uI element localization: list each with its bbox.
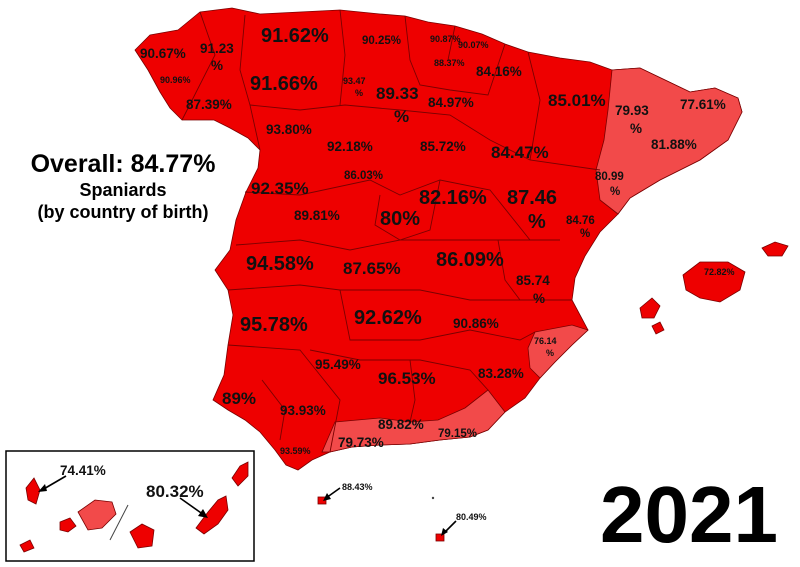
mallorca-island: [682, 261, 746, 303]
label-valencia-number: 85.74: [516, 273, 550, 288]
label-lleida-percent: %: [630, 121, 642, 136]
label-alicante-number: 76.14: [534, 336, 557, 346]
label-huesca: 85.01%: [548, 91, 606, 110]
label-alicante-percent: %: [546, 348, 554, 358]
label-gipuzkoa: 90.07%: [458, 40, 489, 50]
label-baleares: 72.82%: [704, 267, 735, 277]
label-castellon-number: 84.76: [566, 215, 595, 227]
melilla-marker: [435, 533, 445, 542]
label-melilla: 80.49%: [456, 512, 487, 522]
menorca-island: [761, 241, 789, 257]
label-salamanca: 92.35%: [251, 179, 309, 198]
label-la-rioja: 84.97%: [428, 95, 474, 110]
label-madrid: 80%: [380, 208, 420, 230]
label-girona: 77.61%: [680, 97, 726, 112]
ibiza-island: [639, 297, 661, 319]
lanzarote-island: [231, 461, 249, 487]
label-murcia: 83.28%: [478, 366, 524, 381]
subtitle-spaniards: Spaniards: [79, 180, 167, 200]
canary-divider: [109, 504, 129, 541]
arrowhead-santa-cruz: [38, 484, 47, 492]
label-valencia-percent: %: [533, 291, 545, 306]
label-cordoba: 95.49%: [315, 357, 361, 372]
formentera-island: [651, 321, 665, 335]
label-toledo: 87.65%: [343, 259, 401, 278]
label-teruel-percent: %: [528, 211, 546, 233]
year-label: 2021: [600, 470, 778, 559]
label-lugo-number: 91.23: [200, 41, 234, 56]
label-jaen: 96.53%: [378, 369, 436, 388]
label-albacete: 90.86%: [453, 316, 499, 331]
label-zamora: 93.80%: [266, 122, 312, 137]
label-valladolid: 92.18%: [327, 139, 373, 154]
label-a-coruna: 90.67%: [140, 46, 186, 61]
label-sevilla: 93.93%: [280, 403, 326, 418]
label-zaragoza: 84.47%: [491, 143, 549, 162]
label-lugo-percent: %: [211, 58, 223, 73]
overall-percentage: Overall: 84.77%: [30, 150, 216, 178]
fuerteventura-island: [195, 495, 229, 535]
arrowhead-las-palmas: [198, 509, 208, 518]
label-pontevedra: 90.96%: [160, 75, 191, 85]
label-cuenca: 86.09%: [436, 249, 504, 271]
label-cadiz: 93.59%: [280, 446, 311, 456]
tenerife-island: [77, 499, 117, 531]
gran-canaria-island: [129, 523, 155, 549]
map-heading: Overall: 84.77% Spaniards (by country of…: [4, 149, 242, 223]
label-santa-cruz: 74.41%: [60, 463, 106, 478]
label-soria: 85.72%: [420, 139, 466, 154]
label-almeria: 79.15%: [438, 428, 477, 440]
label-burgos-percent: %: [394, 107, 409, 126]
label-avila: 89.81%: [294, 208, 340, 223]
label-tarragona-percent: %: [610, 186, 620, 198]
label-guadalajara: 82.16%: [419, 187, 487, 209]
catalonia-region: [595, 67, 743, 215]
label-las-palmas: 80.32%: [146, 482, 204, 501]
arrowheads: [38, 484, 448, 536]
subtitle-by-country: (by country of birth): [37, 202, 209, 222]
province-borders: [181, 9, 601, 453]
label-lleida-number: 79.93: [615, 103, 649, 118]
ceuta-marker: [317, 496, 327, 505]
la-palma-island: [25, 477, 41, 505]
label-asturias: 91.62%: [261, 25, 329, 47]
label-teruel-number: 87.46: [507, 187, 557, 209]
label-palencia-number: 93.47: [343, 76, 366, 86]
label-castellon-percent: %: [580, 228, 590, 240]
label-caceres: 94.58%: [246, 253, 314, 275]
label-navarra: 84.16%: [476, 64, 522, 79]
label-segovia: 86.03%: [344, 170, 383, 182]
label-palencia-percent: %: [355, 88, 363, 98]
label-granada: 89.82%: [378, 417, 424, 432]
label-leon: 91.66%: [250, 73, 318, 95]
label-ceuta: 88.43%: [342, 482, 373, 492]
malaga-almeria-region: [321, 389, 506, 453]
label-badajoz: 95.78%: [240, 314, 308, 336]
province-labels: 90.67% 91.23 % 90.96% 87.39% 91.62% 90.2…: [60, 25, 735, 522]
arrowhead-ceuta: [323, 493, 331, 501]
label-huelva: 89%: [222, 389, 256, 408]
label-ciudad-real: 92.62%: [354, 307, 422, 329]
la-gomera-island: [59, 517, 77, 533]
alicante-region: [527, 324, 589, 379]
label-ourense: 87.39%: [186, 97, 232, 112]
arrowhead-melilla: [441, 528, 448, 536]
el-hierro-island: [19, 539, 35, 553]
arrow-las-palmas: [179, 497, 205, 516]
label-burgos-number: 89.33: [376, 84, 419, 103]
label-malaga: 79.73%: [338, 435, 384, 450]
label-tarragona-number: 80.99: [595, 171, 624, 183]
label-araba: 88.37%: [434, 58, 465, 68]
islet-dot: [431, 496, 435, 500]
label-bizkaia: 90.87%: [430, 34, 461, 44]
label-cantabria: 90.25%: [362, 35, 401, 47]
label-barcelona: 81.88%: [651, 137, 697, 152]
